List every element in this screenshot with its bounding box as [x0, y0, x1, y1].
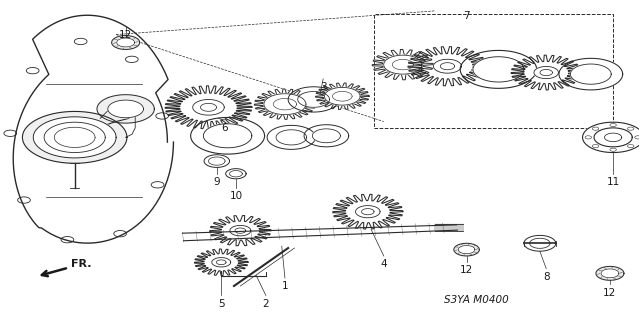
Polygon shape [276, 130, 307, 145]
Polygon shape [165, 86, 252, 129]
Text: FR.: FR. [42, 259, 92, 276]
Polygon shape [204, 155, 230, 167]
Polygon shape [193, 100, 224, 115]
Polygon shape [33, 117, 116, 158]
Polygon shape [433, 59, 461, 73]
Polygon shape [324, 87, 360, 105]
Polygon shape [108, 100, 143, 118]
Polygon shape [230, 226, 251, 236]
Polygon shape [511, 55, 581, 90]
Polygon shape [408, 47, 487, 86]
Polygon shape [372, 49, 433, 80]
Polygon shape [458, 246, 475, 254]
Polygon shape [13, 15, 173, 243]
Polygon shape [601, 269, 619, 278]
Polygon shape [596, 266, 624, 280]
Text: 11: 11 [607, 177, 620, 187]
Polygon shape [226, 169, 246, 179]
Polygon shape [288, 87, 339, 112]
Text: 12: 12 [460, 265, 473, 275]
Polygon shape [267, 125, 316, 149]
Polygon shape [111, 35, 140, 49]
Polygon shape [524, 235, 556, 251]
Polygon shape [473, 57, 524, 82]
Text: 9: 9 [214, 177, 220, 187]
Text: 6: 6 [221, 123, 228, 133]
Text: 8: 8 [543, 272, 550, 282]
Polygon shape [594, 128, 632, 147]
Text: 4: 4 [380, 259, 387, 269]
Polygon shape [22, 111, 127, 163]
Polygon shape [454, 243, 479, 256]
Polygon shape [44, 122, 105, 152]
Polygon shape [384, 55, 422, 74]
Text: 12: 12 [604, 287, 616, 298]
Polygon shape [195, 249, 248, 276]
Polygon shape [216, 260, 226, 265]
Polygon shape [333, 194, 403, 229]
Polygon shape [582, 122, 640, 152]
Text: S3YA M0400: S3YA M0400 [444, 295, 509, 305]
Polygon shape [212, 257, 230, 267]
Polygon shape [570, 64, 611, 84]
Polygon shape [254, 89, 316, 119]
Polygon shape [440, 63, 454, 70]
Polygon shape [235, 228, 246, 233]
Polygon shape [191, 117, 264, 154]
Text: 7: 7 [463, 11, 470, 21]
Polygon shape [97, 95, 154, 123]
Polygon shape [356, 205, 380, 218]
Polygon shape [210, 216, 271, 246]
Polygon shape [559, 58, 623, 90]
Polygon shape [264, 94, 306, 115]
Polygon shape [362, 209, 374, 215]
Polygon shape [534, 66, 559, 78]
Polygon shape [312, 129, 340, 143]
Polygon shape [200, 103, 216, 111]
Text: 10: 10 [229, 191, 243, 201]
Polygon shape [304, 125, 349, 147]
Text: 1: 1 [282, 281, 288, 291]
Polygon shape [316, 83, 369, 109]
Polygon shape [540, 70, 552, 76]
Polygon shape [298, 92, 330, 107]
Text: 2: 2 [262, 299, 269, 309]
Text: 5: 5 [218, 299, 225, 309]
Polygon shape [460, 50, 537, 88]
Polygon shape [530, 238, 550, 249]
Text: 3: 3 [320, 82, 326, 92]
Polygon shape [116, 38, 134, 47]
Polygon shape [204, 124, 252, 148]
Text: 12: 12 [119, 30, 132, 40]
